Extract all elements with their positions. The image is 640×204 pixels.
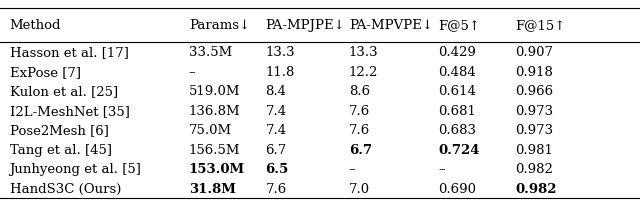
Text: ExPose [7]: ExPose [7]: [10, 65, 81, 78]
Text: 7.4: 7.4: [266, 104, 287, 117]
Text: F@15↑: F@15↑: [515, 19, 566, 32]
Text: 11.8: 11.8: [266, 65, 295, 78]
Text: HandS3C (Ours): HandS3C (Ours): [10, 182, 121, 195]
Text: –: –: [349, 162, 355, 175]
Text: I2L-MeshNet [35]: I2L-MeshNet [35]: [10, 104, 129, 117]
Text: 8.4: 8.4: [266, 85, 287, 98]
Text: 7.6: 7.6: [349, 124, 370, 136]
Text: 0.683: 0.683: [438, 124, 476, 136]
Text: 6.7: 6.7: [266, 143, 287, 156]
Text: 0.724: 0.724: [438, 143, 480, 156]
Text: 0.973: 0.973: [515, 104, 554, 117]
Text: Junhyeong et al. [5]: Junhyeong et al. [5]: [10, 162, 141, 175]
Text: PA-MPJPE↓: PA-MPJPE↓: [266, 19, 346, 32]
Text: 0.690: 0.690: [438, 182, 476, 195]
Text: 75.0M: 75.0M: [189, 124, 232, 136]
Text: 33.5M: 33.5M: [189, 46, 232, 59]
Text: 7.6: 7.6: [349, 104, 370, 117]
Text: 12.2: 12.2: [349, 65, 378, 78]
Text: 519.0M: 519.0M: [189, 85, 240, 98]
Text: 13.3: 13.3: [266, 46, 295, 59]
Text: 0.907: 0.907: [515, 46, 553, 59]
Text: Hasson et al. [17]: Hasson et al. [17]: [10, 46, 129, 59]
Text: 0.982: 0.982: [515, 182, 557, 195]
Text: F@5↑: F@5↑: [438, 19, 481, 32]
Text: Pose2Mesh [6]: Pose2Mesh [6]: [10, 124, 108, 136]
Text: 156.5M: 156.5M: [189, 143, 240, 156]
Text: 8.6: 8.6: [349, 85, 370, 98]
Text: 153.0M: 153.0M: [189, 162, 245, 175]
Text: 6.7: 6.7: [349, 143, 372, 156]
Text: 7.4: 7.4: [266, 124, 287, 136]
Text: 0.681: 0.681: [438, 104, 476, 117]
Text: Method: Method: [10, 19, 61, 32]
Text: 0.918: 0.918: [515, 65, 553, 78]
Text: –: –: [438, 162, 445, 175]
Text: 7.6: 7.6: [266, 182, 287, 195]
Text: 136.8M: 136.8M: [189, 104, 241, 117]
Text: 0.429: 0.429: [438, 46, 476, 59]
Text: 0.981: 0.981: [515, 143, 553, 156]
Text: Params↓: Params↓: [189, 19, 250, 32]
Text: Tang et al. [45]: Tang et al. [45]: [10, 143, 111, 156]
Text: 7.0: 7.0: [349, 182, 370, 195]
Text: 0.614: 0.614: [438, 85, 476, 98]
Text: PA-MPVPE↓: PA-MPVPE↓: [349, 19, 433, 32]
Text: 0.966: 0.966: [515, 85, 554, 98]
Text: 31.8M: 31.8M: [189, 182, 236, 195]
Text: 0.982: 0.982: [515, 162, 553, 175]
Text: 6.5: 6.5: [266, 162, 289, 175]
Text: Kulon et al. [25]: Kulon et al. [25]: [10, 85, 118, 98]
Text: –: –: [189, 65, 195, 78]
Text: 0.973: 0.973: [515, 124, 554, 136]
Text: 13.3: 13.3: [349, 46, 378, 59]
Text: 0.484: 0.484: [438, 65, 476, 78]
